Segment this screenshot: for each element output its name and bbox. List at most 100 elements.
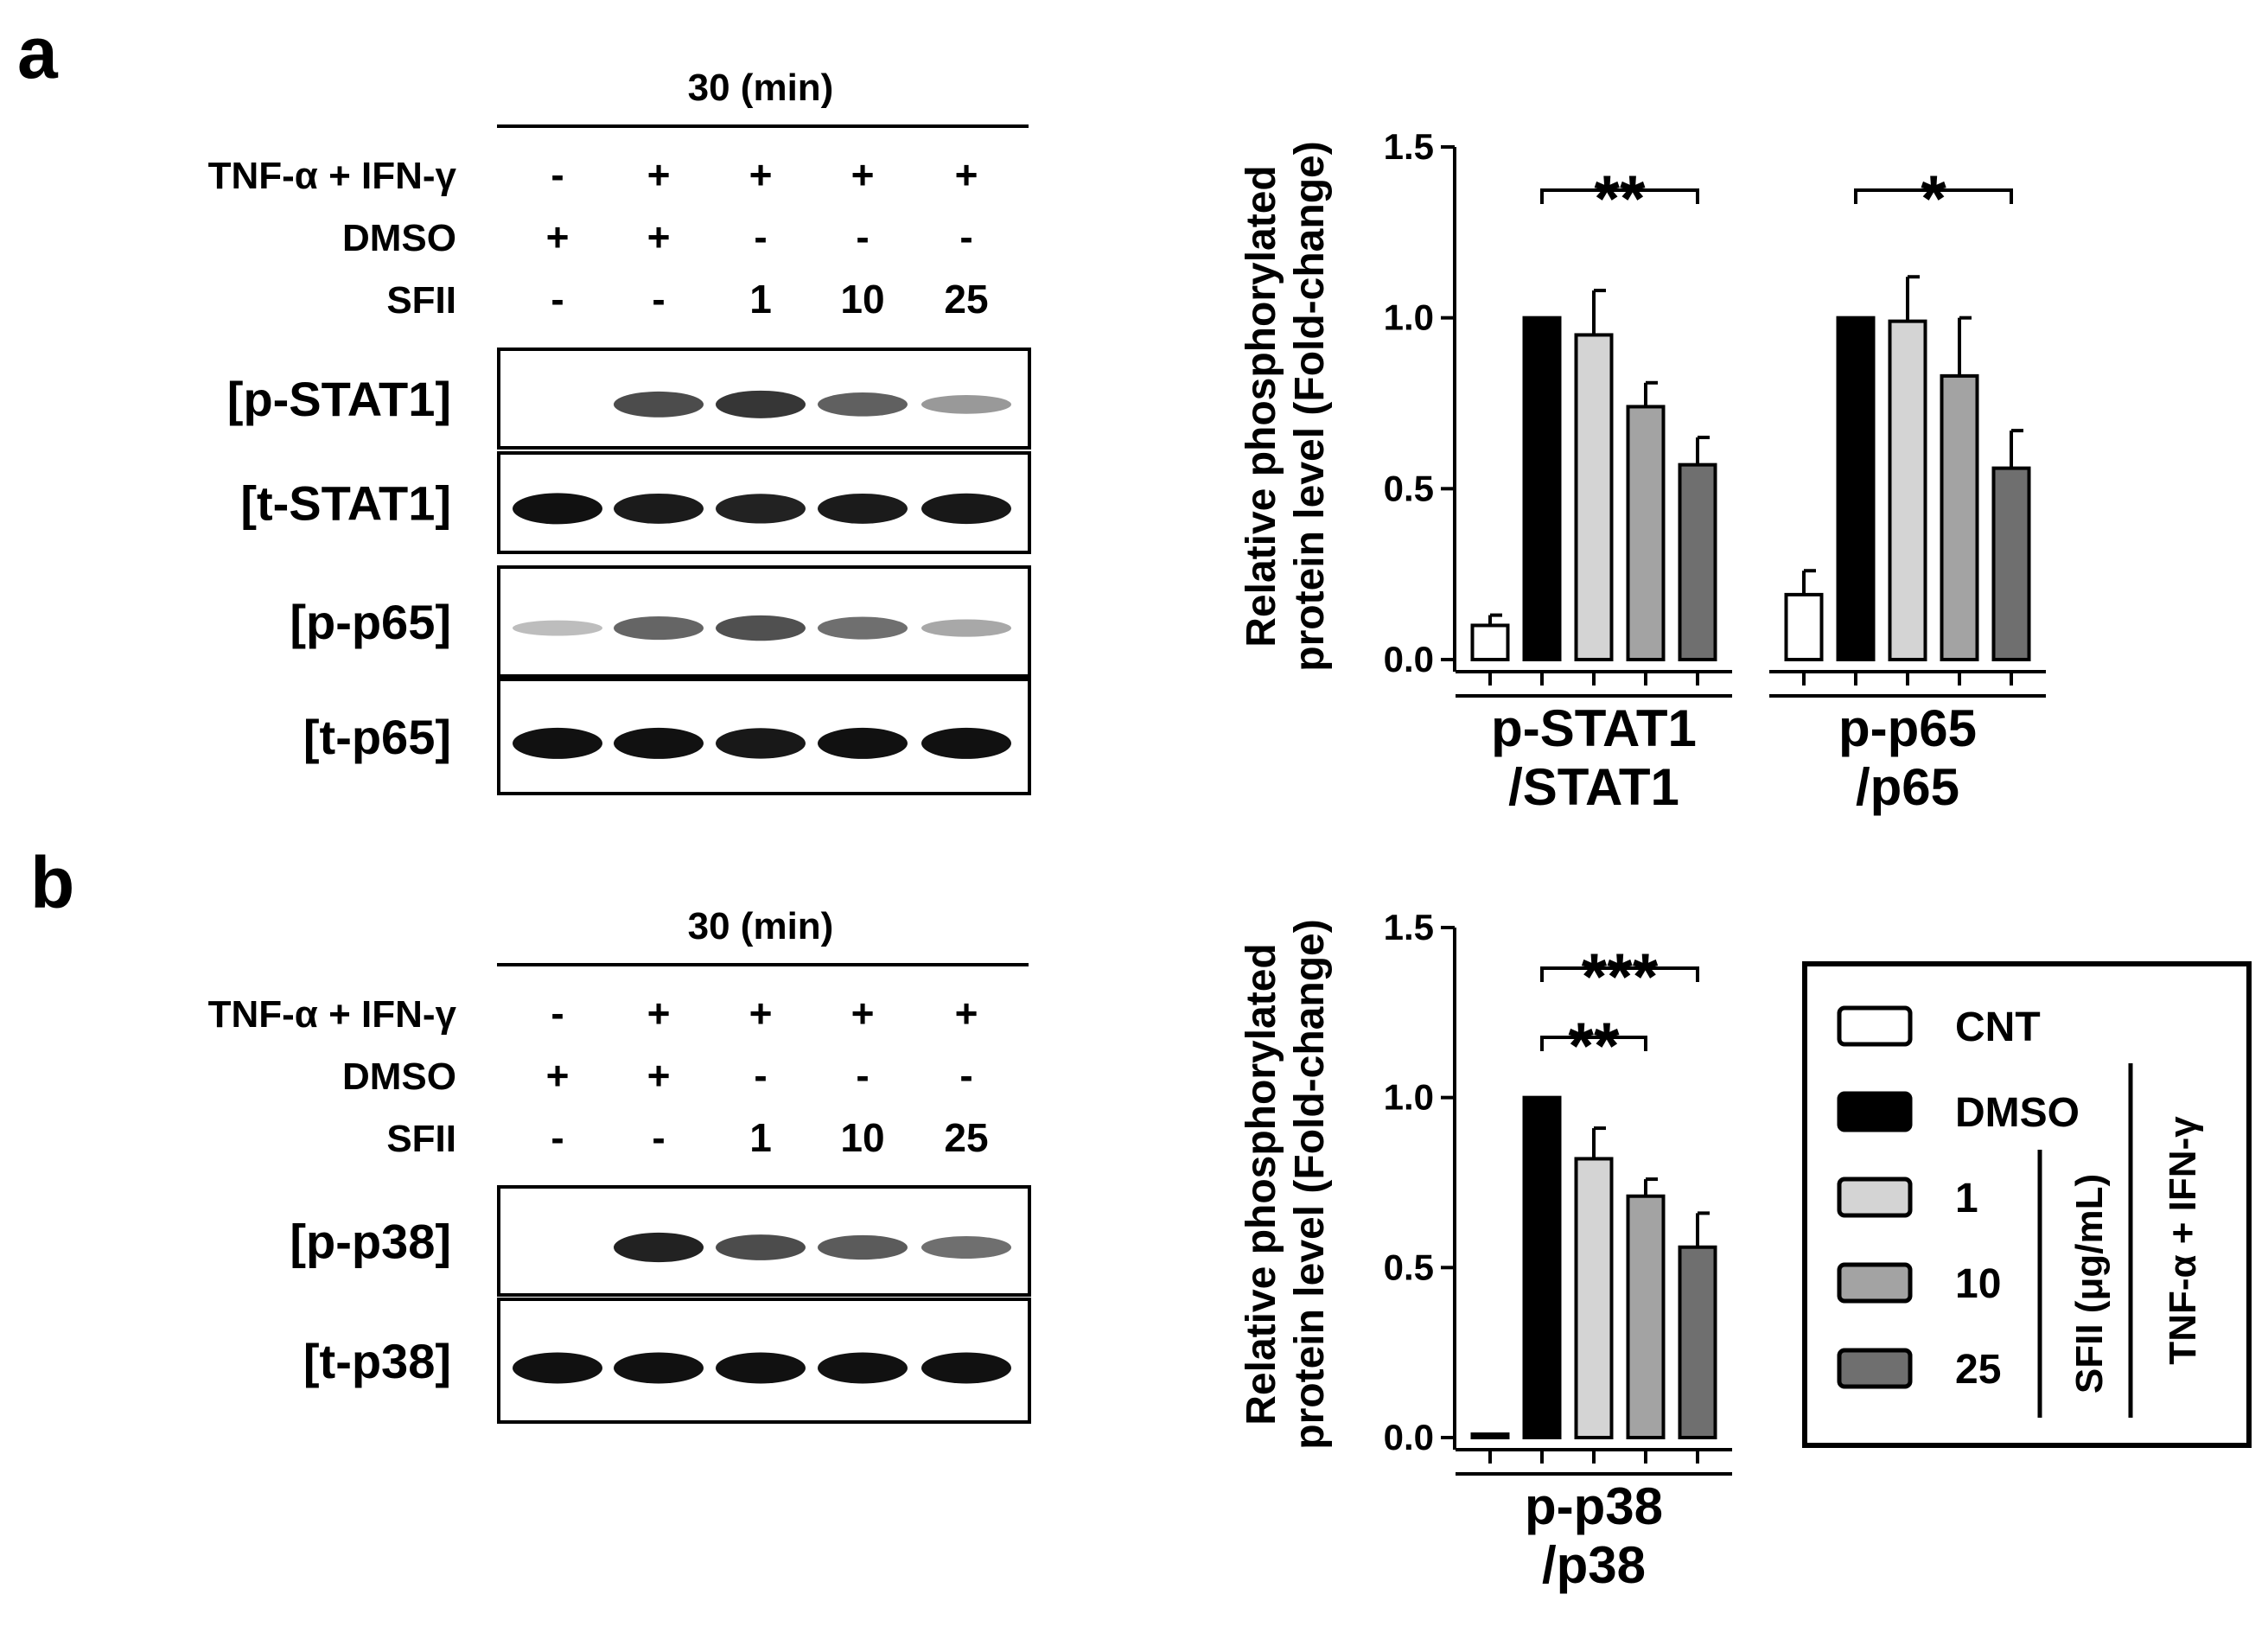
blot-band bbox=[513, 620, 602, 636]
panel-b-blot: b 30 (min) TNF-α + IFN-γ - + + + + DMSO + + - - - SF… bbox=[30, 842, 1031, 1424]
chart-b-ylabel: Relative phosphorylated protein level (F… bbox=[1239, 919, 1333, 1449]
blot-band bbox=[513, 727, 602, 759]
blot-band bbox=[818, 727, 908, 759]
legend-swatch bbox=[1837, 1262, 1913, 1304]
condition-value: + bbox=[647, 1053, 671, 1098]
blot-band bbox=[921, 493, 1011, 525]
blot-band bbox=[614, 493, 704, 524]
condition-value: + bbox=[955, 152, 978, 197]
blot-band bbox=[614, 1232, 704, 1263]
legend-swatch bbox=[1837, 1177, 1913, 1218]
bar bbox=[1574, 333, 1614, 661]
band-label: [t-STAT1] bbox=[240, 476, 451, 531]
condition-value: - bbox=[551, 1115, 564, 1160]
condition-value: - bbox=[652, 1115, 665, 1160]
group-label: /p65 bbox=[1856, 758, 1959, 816]
blot-band bbox=[921, 619, 1011, 637]
group-label: /p38 bbox=[1542, 1536, 1646, 1594]
bar bbox=[1522, 1095, 1562, 1439]
condition-label: DMSO bbox=[342, 217, 456, 259]
panel-a-time-label: 30 (min) bbox=[688, 67, 834, 109]
legend-label: 1 bbox=[1955, 1176, 1978, 1221]
condition-value: 1 bbox=[749, 277, 772, 322]
condition-value: + bbox=[851, 991, 875, 1036]
group-label: p-STAT1 bbox=[1491, 699, 1697, 757]
condition-value: - bbox=[551, 277, 564, 322]
blot-band bbox=[716, 494, 806, 524]
bar bbox=[1888, 319, 1927, 661]
chart-b: Relative phosphorylated protein level (F… bbox=[1239, 907, 1732, 1594]
bar bbox=[1574, 1157, 1614, 1439]
significance-bracket bbox=[1540, 1036, 1647, 1051]
significance-label: ** bbox=[1568, 1010, 1620, 1083]
legend-treatment-label: TNF-α + IFN-γ bbox=[2162, 1116, 2204, 1365]
group-label: p-p65 bbox=[1838, 699, 1977, 757]
chart-a-ylabel-line1: Relative phosphorylated bbox=[1239, 165, 1284, 647]
bar bbox=[1678, 1245, 1717, 1439]
bar bbox=[1940, 373, 1979, 661]
y-tick-label: 1.0 bbox=[1384, 1077, 1434, 1118]
condition-value: + bbox=[749, 152, 773, 197]
condition-value: - bbox=[551, 152, 564, 197]
band-label: [p-p65] bbox=[290, 595, 451, 649]
bar bbox=[1626, 405, 1666, 661]
y-tick-label: 0.5 bbox=[1384, 468, 1434, 508]
blot-band bbox=[614, 727, 704, 759]
y-tick-label: 1.0 bbox=[1384, 297, 1434, 338]
blot-band bbox=[716, 1352, 806, 1384]
legend-sfii-label: SFII (μg/mL) bbox=[2068, 1174, 2111, 1393]
significance-label: ** bbox=[1594, 163, 1646, 236]
bar bbox=[1678, 462, 1717, 661]
blot-band bbox=[716, 615, 806, 641]
legend: CNT DMSO 1 10 25 SFII (μg/mL) TNF-α + IFN-γ bbox=[1802, 961, 2252, 1448]
blot-band bbox=[818, 392, 908, 417]
condition-label: TNF-α + IFN-γ bbox=[208, 993, 457, 1036]
significance-bracket bbox=[1540, 966, 1699, 982]
condition-value: 10 bbox=[840, 1115, 884, 1160]
blot-band bbox=[614, 615, 704, 641]
condition-value: - bbox=[754, 214, 767, 259]
blot-band bbox=[818, 1352, 908, 1384]
chart-a-ylabel-line2: protein level (Fold-change) bbox=[1287, 141, 1333, 671]
condition-value: + bbox=[647, 214, 671, 259]
condition-value: 1 bbox=[749, 1115, 772, 1160]
panel-b-time-label: 30 (min) bbox=[688, 905, 834, 947]
chart-b-ylabel-line1: Relative phosphorylated bbox=[1239, 943, 1284, 1425]
condition-label: SFII bbox=[386, 279, 456, 322]
condition-value: + bbox=[955, 991, 978, 1036]
condition-value: + bbox=[546, 1053, 570, 1098]
legend-label: CNT bbox=[1955, 1004, 2041, 1050]
panel-b-letter: b bbox=[30, 842, 74, 923]
condition-value: - bbox=[856, 1053, 869, 1098]
bar bbox=[1784, 592, 1824, 661]
legend-swatch bbox=[1837, 1348, 1913, 1389]
blot-band bbox=[818, 616, 908, 640]
y-tick-label: 1.5 bbox=[1384, 907, 1434, 947]
condition-label: SFII bbox=[386, 1118, 456, 1160]
significance-bracket bbox=[1854, 188, 2013, 204]
condition-value: + bbox=[546, 214, 570, 259]
y-tick-label: 0.5 bbox=[1384, 1247, 1434, 1287]
legend-label: 25 bbox=[1955, 1347, 2001, 1393]
condition-label: DMSO bbox=[342, 1055, 456, 1098]
blot-band bbox=[921, 1352, 1011, 1384]
blot-band bbox=[614, 391, 704, 418]
condition-value: + bbox=[851, 152, 875, 197]
condition-value: - bbox=[856, 214, 869, 259]
blot-band bbox=[513, 1352, 602, 1384]
significance-label: *** bbox=[1582, 941, 1659, 1014]
blot-band bbox=[921, 727, 1011, 759]
significance-bracket bbox=[1540, 188, 1699, 204]
y-tick-label: 0.0 bbox=[1384, 1417, 1434, 1457]
condition-value: - bbox=[754, 1053, 767, 1098]
condition-value: 10 bbox=[840, 277, 884, 322]
bar bbox=[1626, 1194, 1666, 1439]
blot-band bbox=[513, 493, 602, 525]
blot-band bbox=[716, 1234, 806, 1260]
condition-value: 25 bbox=[944, 277, 988, 322]
significance-label: * bbox=[1921, 163, 1946, 236]
blot-band bbox=[716, 390, 806, 418]
condition-value: - bbox=[959, 214, 972, 259]
group-label: /STAT1 bbox=[1508, 758, 1679, 816]
